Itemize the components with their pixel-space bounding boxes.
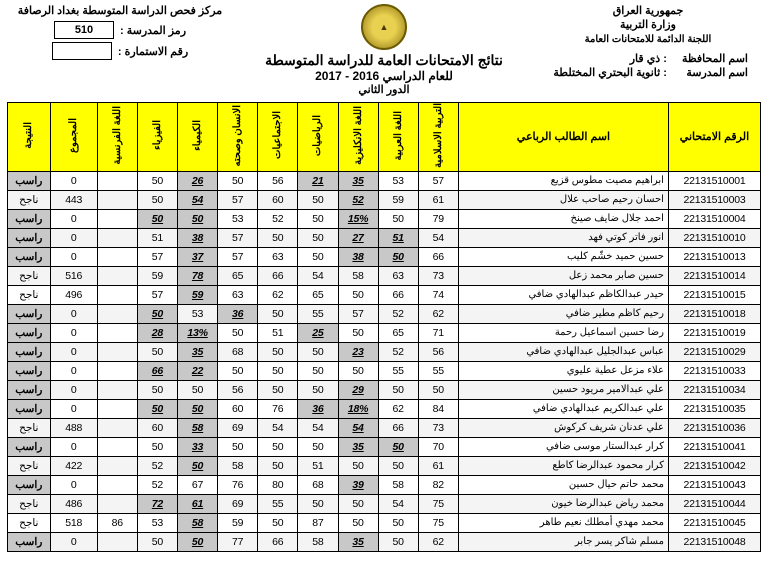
student-name: احسان رحيم صاحب علال: [458, 190, 668, 209]
doc-title: نتائج الامتحانات العامة للدراسة المتوسطة: [230, 52, 538, 69]
table-row: 22131510010انور فاتر كوتي فهد54512750505…: [8, 228, 761, 247]
school-label: اسم المدرسة: [670, 66, 748, 80]
table-row: 22131510045محمد مهدي أمطلك نعيم طاهر7550…: [8, 513, 761, 532]
student-name: محمد حاتم حيال حسين: [458, 475, 668, 494]
form-number-label: رقم الاستمارة :: [118, 45, 188, 58]
header-right: جمهورية العراق وزارة التربية اللجنة الدا…: [538, 4, 758, 80]
school-code-value: 510: [54, 21, 114, 39]
country-name: جمهورية العراق: [538, 4, 758, 18]
student-name: كرار عبدالستار موسى ضافي: [458, 437, 668, 456]
table-row: 22131510001ابراهيم مصيت مطوس قزيع5753352…: [8, 171, 761, 190]
student-name: مسلم شاكر يسر جابر: [458, 532, 668, 551]
table-row: 22131510003احسان رحيم صاحب علال615952506…: [8, 190, 761, 209]
student-name: محمد مهدي أمطلك نعيم طاهر: [458, 513, 668, 532]
gov-value: ذي قار: [630, 53, 661, 65]
col-s2: اللغة العربية: [378, 103, 418, 172]
table-row: 22131510043محمد حاتم حيال حسين8258396880…: [8, 475, 761, 494]
student-name: ابراهيم مصيت مطوس قزيع: [458, 171, 668, 190]
student-name: رحيم كاظم مطير ضافي: [458, 304, 668, 323]
school-code-label: رمز المدرسة :: [120, 24, 186, 37]
table-row: 22131510036علي عدنان شريف كركوش736654545…: [8, 418, 761, 437]
table-row: 22131510033علاء مزعل عطية عليوي555550505…: [8, 361, 761, 380]
table-row: 22131510044محمد رياض عبدالرضا خيون755450…: [8, 494, 761, 513]
table-row: 22131510019رضا حسين اسماعيل رحمة71655025…: [8, 323, 761, 342]
student-name: علاء مزعل عطية عليوي: [458, 361, 668, 380]
col-s5: الاجتماعيات: [258, 103, 298, 172]
col-s9: اللغة الفرنسية: [97, 103, 137, 172]
table-row: 22131510018رحيم كاظم مطير ضافي6252575550…: [8, 304, 761, 323]
student-name: حيدر عبدالكاظم عبدالهادي ضافي: [458, 285, 668, 304]
table-row: 22131510035علي عبدالكريم عبدالهادي ضافي8…: [8, 399, 761, 418]
results-table: الرقم الامتحاني اسم الطالب الرباعي الترب…: [7, 102, 761, 552]
col-s3: اللغة الانكليزية: [338, 103, 378, 172]
doc-round: الدور الثاني: [230, 83, 538, 96]
document-header: جمهورية العراق وزارة التربية اللجنة الدا…: [0, 0, 768, 98]
col-s4: الرياضيات: [298, 103, 338, 172]
table-row: 22131510034علي عبدالامير مريود حسين50502…: [8, 380, 761, 399]
col-total: المجموع: [50, 103, 97, 172]
student-name: حسين حميد خشّم كليب: [458, 247, 668, 266]
student-name: كرار محمود عبدالرضا كاطع: [458, 456, 668, 475]
table-row: 22131510014حسين صابر محمد زعل73635854666…: [8, 266, 761, 285]
table-head: الرقم الامتحاني اسم الطالب الرباعي الترب…: [8, 103, 761, 172]
student-name: علي عبدالكريم عبدالهادي ضافي: [458, 399, 668, 418]
table-row: 22131510015حيدر عبدالكاظم عبدالهادي ضافي…: [8, 285, 761, 304]
student-name: محمد رياض عبدالرضا خيون: [458, 494, 668, 513]
col-s8: الفيزياء: [137, 103, 177, 172]
gov-label: اسم المحافظة: [670, 52, 748, 66]
header-center: ▲ نتائج الامتحانات العامة للدراسة المتوس…: [230, 4, 538, 96]
iraq-emblem-icon: ▲: [361, 4, 407, 50]
col-s6: الانسان وصحته: [218, 103, 258, 172]
school-value: ثانوية البحتري المختلطة: [553, 67, 660, 79]
student-name: انور فاتر كوتي فهد: [458, 228, 668, 247]
table-row: 22131510042كرار محمود عبدالرضا كاطع61505…: [8, 456, 761, 475]
table-row: 22131510041كرار عبدالستار موسى ضافي70503…: [8, 437, 761, 456]
student-name: احمد جلال ضايف صينخ: [458, 209, 668, 228]
student-name: عباس عبدالجليل عبدالهادي ضافي: [458, 342, 668, 361]
table-row: 22131510029عباس عبدالجليل عبدالهادي ضافي…: [8, 342, 761, 361]
committee-name: اللجنة الدائمة للامتحانات العامة: [538, 33, 758, 46]
ministry-name: وزارة التربية: [538, 18, 758, 32]
student-name: علي عدنان شريف كركوش: [458, 418, 668, 437]
col-id: الرقم الامتحاني: [668, 103, 760, 172]
col-s1: التربية الاسلامية: [418, 103, 458, 172]
table-row: 22131510004احمد جلال ضايف صينخ795015%505…: [8, 209, 761, 228]
exam-center-name: مركز فحص الدراسة المتوسطة بغداد الرصافة: [10, 4, 230, 17]
form-number-value: [52, 42, 112, 60]
col-result: النتيجة: [8, 103, 51, 172]
doc-year: للعام الدراسي 2016 - 2017: [230, 69, 538, 83]
student-name: حسين صابر محمد زعل: [458, 266, 668, 285]
table-row: 22131510013حسين حميد خشّم كليب6650385063…: [8, 247, 761, 266]
header-left: مركز فحص الدراسة المتوسطة بغداد الرصافة …: [10, 4, 230, 63]
student-name: رضا حسين اسماعيل رحمة: [458, 323, 668, 342]
table-body: 22131510001ابراهيم مصيت مطوس قزيع5753352…: [8, 171, 761, 551]
col-name: اسم الطالب الرباعي: [458, 103, 668, 172]
table-row: 22131510048مسلم شاكر يسر جابر62503558667…: [8, 532, 761, 551]
student-name: علي عبدالامير مريود حسين: [458, 380, 668, 399]
col-s7: الكيمياء: [178, 103, 218, 172]
